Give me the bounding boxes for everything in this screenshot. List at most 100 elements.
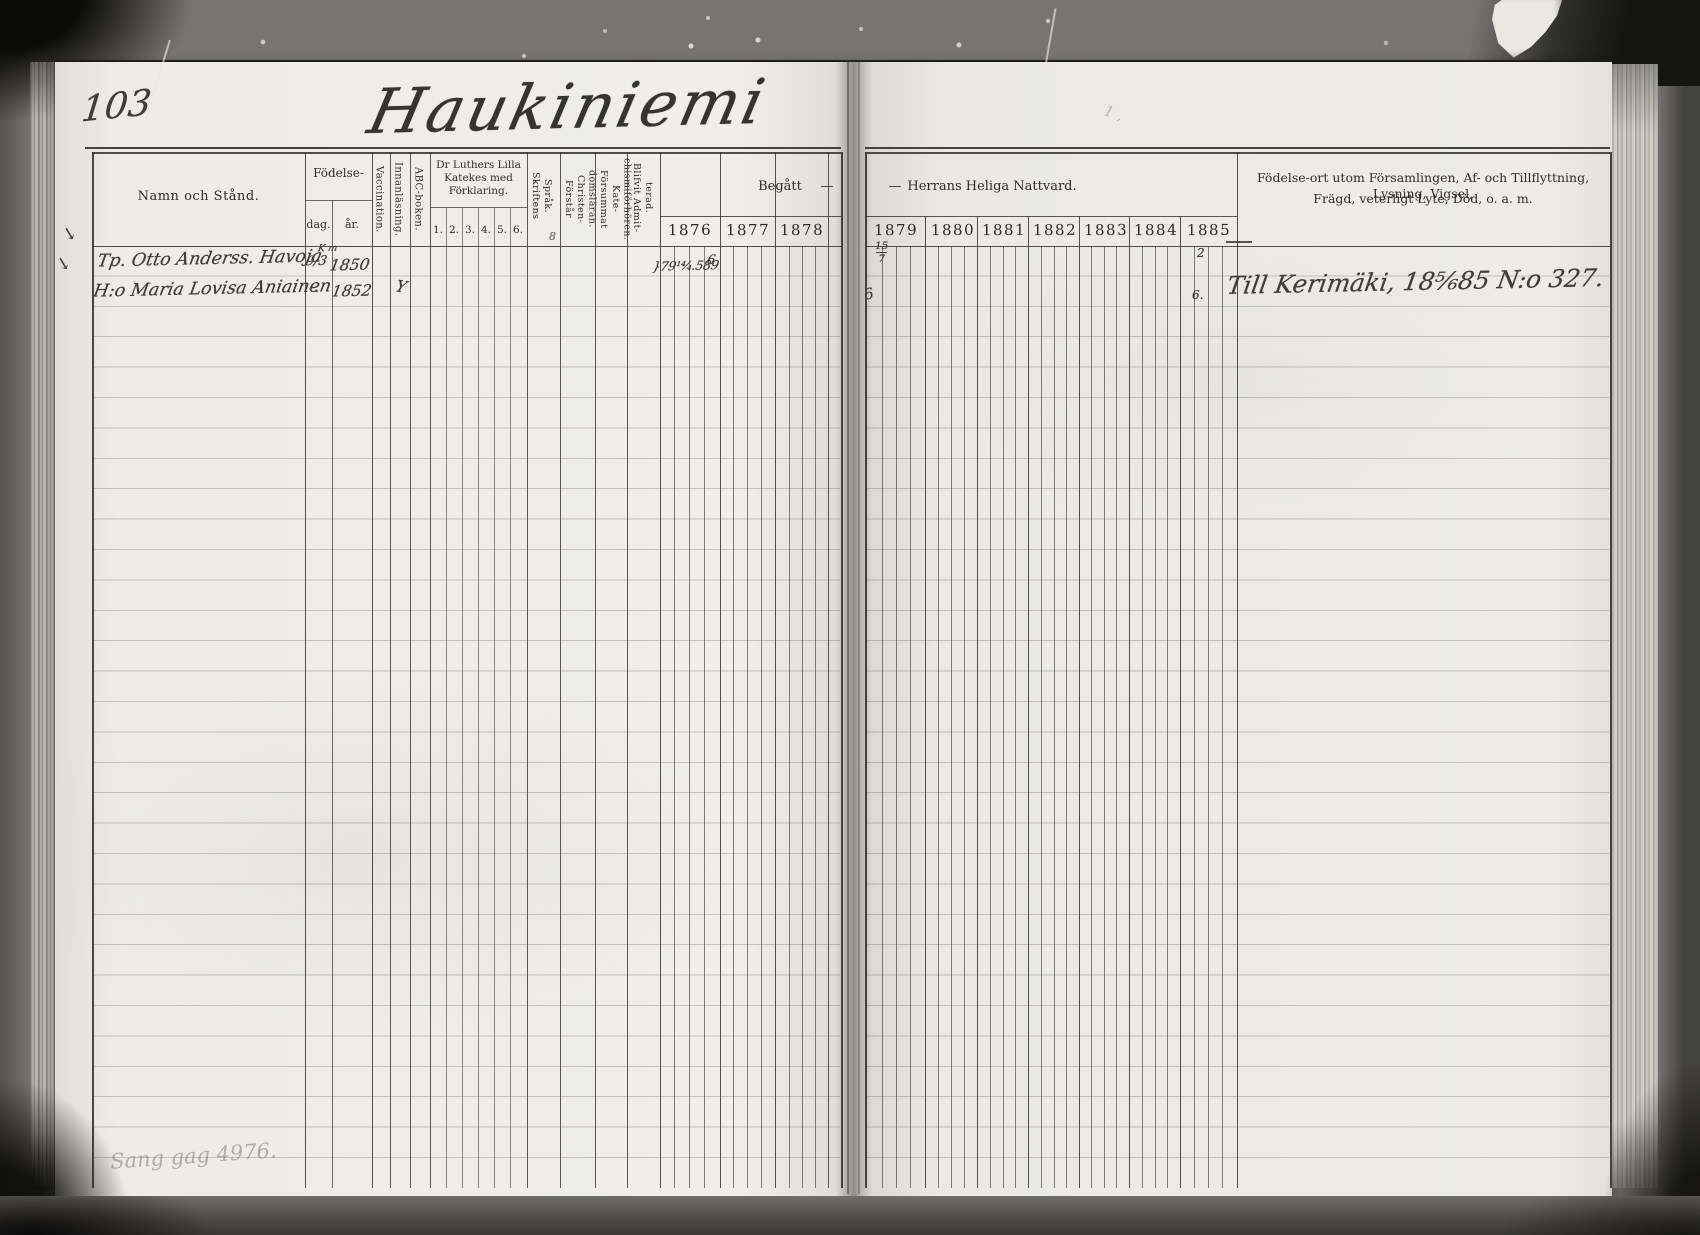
table-grid-line-vertical (660, 152, 662, 1188)
table-grid-line-horizontal (865, 246, 1610, 248)
table-grid-line-vertical (510, 208, 511, 1188)
table-grid-line-vertical (332, 200, 333, 1188)
table-grid-line-vertical (92, 152, 95, 1188)
header-missed-exams: Försummat Kate- chismiförhören. (597, 157, 633, 241)
header-communion-dash-right: — (888, 179, 902, 194)
table-grid-line-vertical (478, 208, 479, 1188)
table-grid-line-vertical (430, 152, 432, 1188)
header-remarks-line1: Födelse-ort utom Församlingen, Af- och T… (1256, 170, 1590, 201)
year-label-1881: 1881 (981, 220, 1027, 240)
gutter-fold-line (847, 62, 849, 1194)
communion-date-1879-row1: 15 7 (875, 240, 889, 266)
page-stack-edge-right (1612, 64, 1658, 1188)
table-grid-line-vertical (1079, 216, 1081, 1188)
table-grid-line-vertical (1003, 246, 1004, 1188)
table-grid-line-vertical (1208, 246, 1209, 1188)
table-grid-line-vertical (1054, 246, 1055, 1188)
ruled-lines-left-page (93, 246, 840, 1187)
table-grid-line-vertical (1167, 246, 1168, 1188)
table-grid-line-vertical (1028, 216, 1030, 1188)
page-number: 103 (79, 82, 154, 131)
admitted-mark-row1: 8 (549, 230, 556, 243)
table-grid-line-vertical (1180, 216, 1182, 1188)
table-grid-line-vertical (305, 152, 307, 1188)
table-grid-line-vertical (627, 152, 629, 1188)
table-grid-line-horizontal (305, 200, 372, 201)
table-grid-line-vertical (1194, 246, 1195, 1188)
table-grid-line-vertical (1610, 152, 1613, 1188)
table-grid-line-vertical (841, 152, 844, 1188)
header-catechism-3: 3. (464, 224, 476, 236)
header-reading: Innanläsning. (392, 161, 404, 237)
header-scripture: Skriftens Språk. (529, 172, 553, 220)
table-grid-line-vertical (1142, 246, 1143, 1188)
table-grid-line-horizontal (865, 216, 1237, 218)
birth-year-row1: 1850 (328, 255, 372, 275)
birth-year-note-row1: K m (317, 242, 339, 255)
birth-year-row2: 1852 (330, 281, 374, 301)
header-catechism-6: 6. (512, 224, 524, 236)
year-label-1882: 1882 (1032, 220, 1078, 240)
header-communion-right: Herrans Heliga Nattvard. (907, 179, 1077, 194)
table-grid-line-vertical (1041, 246, 1042, 1188)
table-grid-line-vertical (938, 246, 939, 1188)
header-catechism-2: 2. (448, 224, 460, 236)
table-grid-line-vertical (964, 246, 965, 1188)
table-grid-line-vertical (372, 152, 374, 1188)
table-grid-line-vertical (882, 246, 883, 1188)
fraction-numerator: 15 (875, 240, 889, 252)
table-grid-line-horizontal (865, 147, 1610, 149)
year-label-1876: 1876 (667, 220, 713, 240)
table-grid-line-vertical (896, 246, 897, 1188)
table-grid-line-vertical (446, 208, 447, 1188)
fraction-denominator: 7 (876, 252, 888, 266)
table-grid-line-vertical (910, 246, 911, 1188)
header-birth-group: Födelse- (313, 166, 364, 180)
table-grid-line-vertical (1237, 152, 1239, 1188)
table-grid-line-horizontal (1226, 241, 1252, 243)
table-grid-line-vertical (527, 152, 529, 1188)
table-grid-line-vertical (720, 152, 722, 1188)
table-grid-line-vertical (828, 152, 830, 1188)
mark-1885-row2: 6. (1192, 288, 1204, 302)
dust-specks (0, 0, 2, 2)
mark-1885-top: 2 (1197, 246, 1205, 260)
year-label-1877: 1877 (725, 220, 771, 240)
table-grid-line-vertical (1116, 246, 1117, 1188)
table-grid-line-vertical (1155, 246, 1156, 1188)
scanner-bed-right (1656, 0, 1700, 1235)
table-grid-line-horizontal (92, 246, 841, 248)
scanner-bed-bottom (0, 1196, 1700, 1235)
table-grid-line-horizontal (865, 152, 1610, 154)
table-grid-line-vertical (1091, 246, 1092, 1188)
table-grid-line-vertical (1129, 216, 1131, 1188)
table-grid-line-vertical (674, 246, 675, 1188)
year-label-1883: 1883 (1083, 220, 1129, 240)
year-label-1878: 1878 (779, 220, 825, 240)
header-understands: Förstår Christen- domsläran. (562, 170, 598, 228)
header-remarks-line2: Frägd, veterligt Lyte, Död, o. a. m. (1313, 191, 1533, 206)
table-grid-line-vertical (951, 246, 952, 1188)
table-grid-line-vertical (990, 246, 991, 1188)
table-grid-line-horizontal (85, 147, 841, 149)
header-abc-book: ABC-boken. (412, 167, 424, 231)
header-catechism-1: 1. (432, 224, 444, 236)
year-label-1879: 1879 (873, 220, 919, 240)
header-communion-left: Begått (758, 179, 802, 194)
table-grid-line-vertical (462, 208, 463, 1188)
header-vaccination: Vaccination. (373, 165, 385, 233)
table-grid-line-vertical (747, 246, 748, 1188)
header-catechism-5: 5. (496, 224, 508, 236)
table-grid-line-vertical (775, 152, 777, 1188)
table-grid-line-vertical (704, 246, 705, 1188)
table-grid-line-vertical (733, 246, 734, 1188)
header-catechism-group: Dr Luthers Lilla Katekes med Förklaring. (436, 159, 521, 198)
open-book-spread (55, 60, 1612, 1198)
table-grid-line-vertical (815, 246, 816, 1188)
table-grid-line-vertical (390, 152, 392, 1188)
birth-day-row1: 9/3 (304, 253, 329, 270)
table-grid-line-vertical (1104, 246, 1105, 1188)
table-grid-line-vertical (789, 246, 790, 1188)
year-label-1885: 1885 (1186, 220, 1232, 240)
